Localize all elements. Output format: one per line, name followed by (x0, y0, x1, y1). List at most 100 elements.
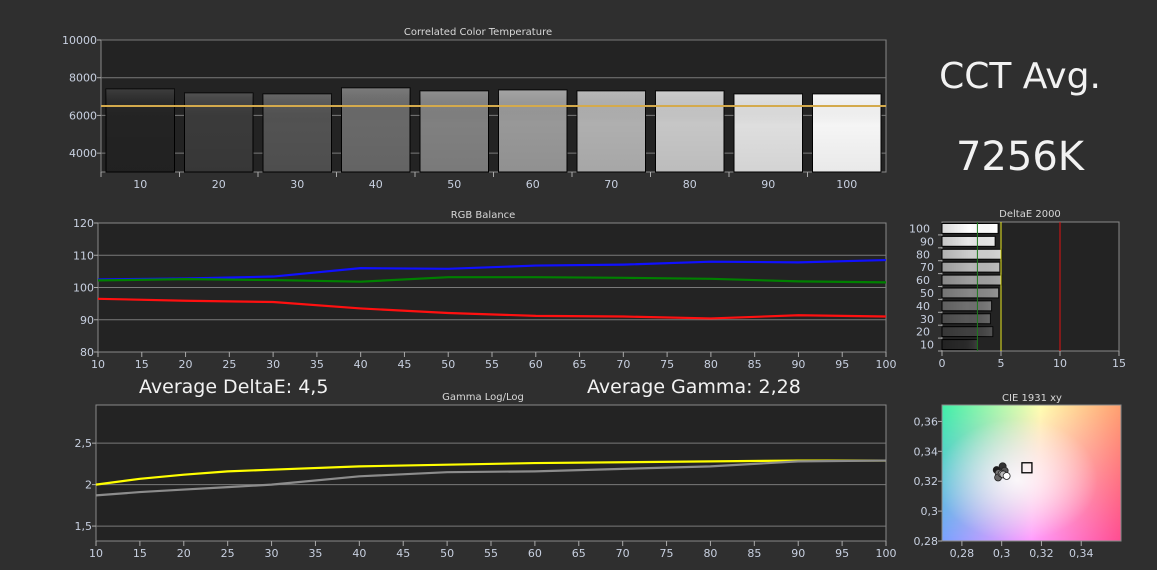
y-tick-label: 2 (85, 479, 92, 492)
cct-avg-value: 7256K (955, 134, 1085, 180)
x-tick-label: 90 (791, 547, 805, 560)
x-tick-label: 35 (310, 358, 324, 371)
x-tick-label: 95 (835, 358, 849, 371)
x-tick-label: 10 (133, 178, 147, 191)
x-tick-label: 25 (221, 547, 235, 560)
cct-bar-shade (106, 89, 175, 172)
y-tick-label: 30 (920, 313, 934, 326)
cct-bar-shade (577, 90, 646, 172)
x-tick-label: 70 (616, 358, 630, 371)
chart-title: RGB Balance (451, 210, 516, 221)
y-tick-label: 40 (916, 300, 930, 313)
x-tick-label: 70 (616, 547, 630, 560)
y-tick-label: 110 (73, 249, 94, 262)
x-tick-label: 15 (135, 358, 149, 371)
x-tick-label: 75 (660, 547, 674, 560)
x-tick-label: 90 (761, 178, 775, 191)
x-tick-label: 80 (683, 178, 697, 191)
x-tick-label: 100 (876, 547, 897, 560)
cct-bar-shade (420, 90, 489, 172)
y-tick-label: 100 (909, 222, 930, 235)
y-tick-label: 8000 (69, 72, 97, 85)
x-tick-label: 10 (89, 547, 103, 560)
y-tick-label: 20 (916, 326, 930, 339)
x-tick-label: 80 (703, 547, 717, 560)
average-deltae: Average DeltaE: 4,5 (139, 376, 329, 398)
series-line-blue (97, 258, 887, 281)
y-tick-label: 60 (916, 274, 930, 287)
deltae-bar-shade (942, 313, 991, 324)
x-tick-label: 95 (835, 547, 849, 560)
x-tick-label: 0,34 (1069, 547, 1094, 560)
y-tick-label: 0,34 (914, 445, 939, 458)
x-tick-label: 30 (290, 178, 304, 191)
deltae-bar-shade (942, 300, 992, 311)
series-line-measured (95, 459, 887, 497)
average-gamma: Average Gamma: 2,28 (587, 376, 801, 398)
y-tick-label: 0,28 (914, 535, 939, 548)
x-tick-label: 30 (265, 547, 279, 560)
x-tick-label: 20 (212, 178, 226, 191)
y-tick-label: 100 (73, 282, 94, 295)
series-line-target (95, 459, 886, 486)
measured-point (1002, 472, 1011, 480)
chart-title: Correlated Color Temperature (404, 27, 552, 38)
x-tick-label: 15 (133, 547, 147, 560)
x-tick-label: 0,3 (993, 547, 1011, 560)
x-tick-label: 20 (177, 547, 191, 560)
y-tick-label: 1,5 (75, 520, 93, 533)
plot-area (941, 404, 1122, 542)
x-tick-label: 85 (747, 547, 761, 560)
x-tick-label: 15 (1112, 357, 1126, 370)
deltae-bar-shade (942, 262, 1000, 273)
y-tick-label: 80 (80, 346, 94, 359)
y-tick-label: 50 (920, 287, 934, 300)
x-tick-label: 55 (485, 358, 499, 371)
y-tick-label: 0,32 (914, 475, 939, 488)
y-tick-label: 4000 (69, 147, 97, 160)
cie-chart: CIE 1931 xy 0,28 0,3 0,32 0,34 0,36 0,28 0,3 0,3… (914, 393, 1122, 560)
deltae-bar-shade (942, 223, 999, 234)
x-tick-label: 50 (440, 547, 454, 560)
x-tick-label: 90 (791, 358, 805, 371)
chart-title: DeltaE 2000 (999, 209, 1061, 220)
y-tick-label: 70 (920, 261, 934, 274)
x-tick-label: 100 (836, 178, 857, 191)
cct-bar-shade (341, 87, 410, 172)
cct-avg-label: CCT Avg. (939, 56, 1101, 97)
y-tick-label: 6000 (69, 109, 97, 122)
x-tick-label: 60 (526, 178, 540, 191)
x-tick-label: 40 (354, 358, 368, 371)
x-tick-label: 40 (369, 178, 383, 191)
x-tick-label: 0 (939, 357, 946, 370)
x-tick-label: 45 (397, 358, 411, 371)
y-tick-label: 80 (916, 248, 930, 261)
chart-title: Gamma Log/Log (442, 392, 524, 403)
deltae-bar-shade (942, 275, 1002, 285)
cct-bar-shade (655, 90, 724, 172)
cct-bar-shade (498, 89, 567, 172)
deltae-bar-shade (942, 236, 996, 247)
x-tick-label: 0,32 (1029, 547, 1054, 560)
series-line-green (97, 276, 887, 284)
x-tick-label: 45 (396, 547, 410, 560)
x-tick-label: 30 (266, 358, 280, 371)
x-tick-label: 60 (528, 547, 542, 560)
x-tick-label: 55 (484, 547, 498, 560)
plot-area (95, 404, 887, 542)
x-tick-label: 50 (447, 178, 461, 191)
series-line-red (97, 297, 887, 320)
x-tick-label: 60 (529, 358, 543, 371)
deltae-bar-shade (942, 339, 978, 350)
cct-chart: Correlated Color Temperature 4000 6000 8000… (62, 27, 887, 191)
y-tick-label: 0,36 (914, 415, 939, 428)
x-tick-label: 80 (704, 358, 718, 371)
x-tick-label: 40 (352, 547, 366, 560)
y-tick-label: 10 (920, 339, 934, 352)
d65-target-square (1021, 462, 1033, 474)
chart-title: CIE 1931 xy (1002, 393, 1062, 404)
y-tick-label: 0,3 (921, 505, 939, 518)
y-tick-label: 120 (73, 217, 94, 230)
x-tick-label: 100 (876, 358, 897, 371)
